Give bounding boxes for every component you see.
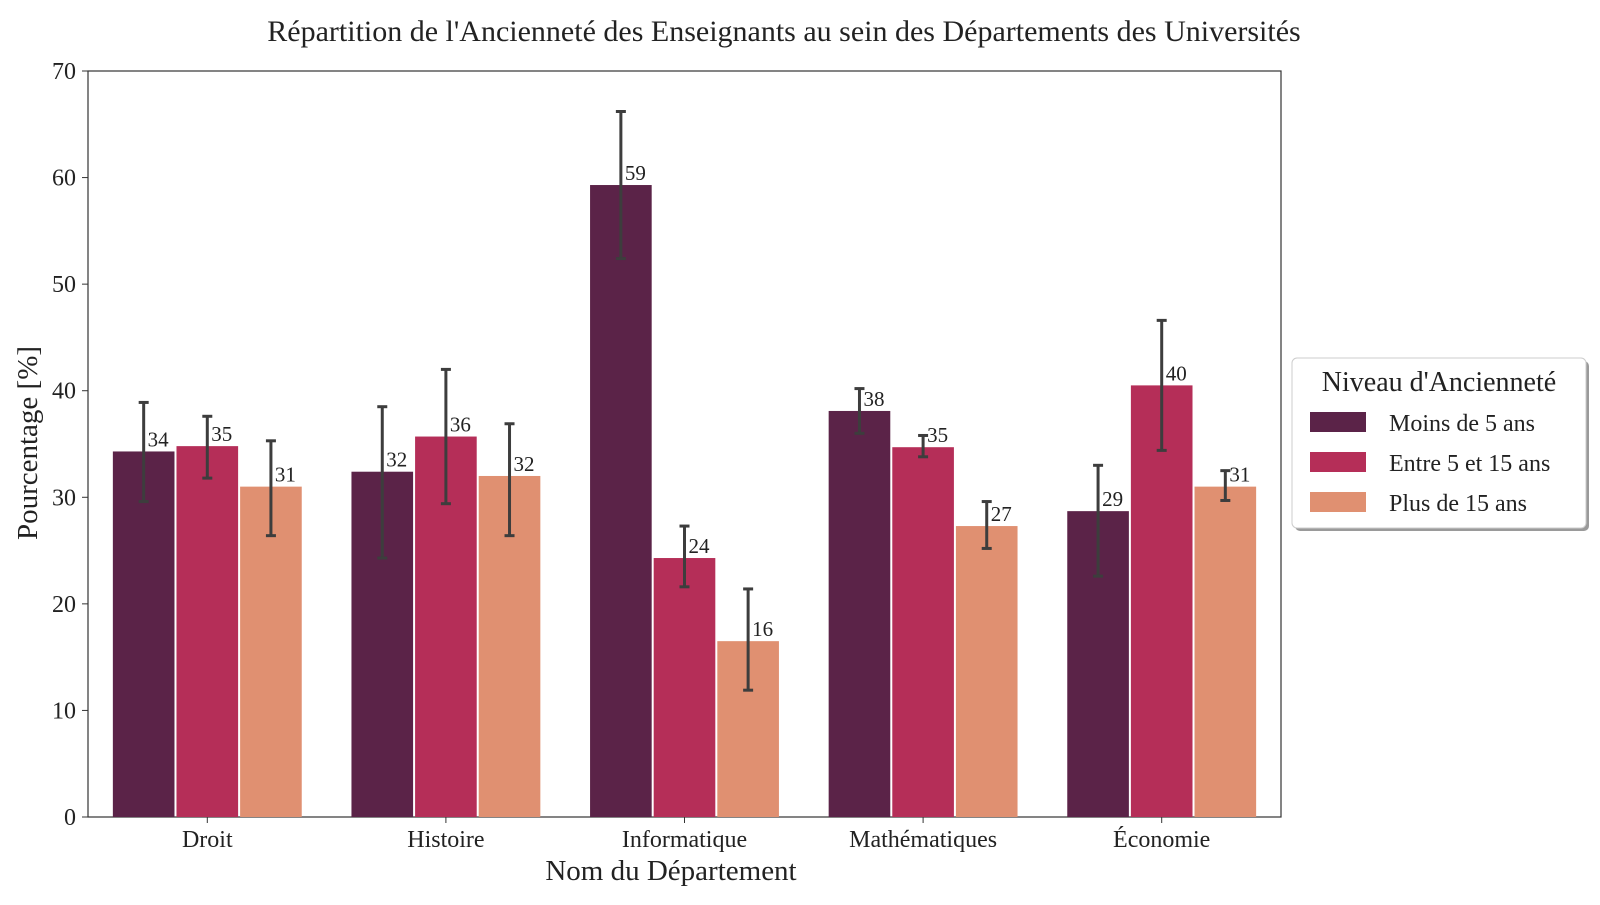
x-tick-label: Économie bbox=[1113, 827, 1210, 853]
x-tick-label: Droit bbox=[182, 827, 233, 853]
data-label: 32 bbox=[386, 448, 407, 472]
data-label: 32 bbox=[514, 452, 535, 476]
legend: Niveau d'Ancienneté Moins de 5 ans Entre … bbox=[1291, 357, 1589, 531]
data-label: 38 bbox=[863, 387, 884, 411]
plot-area: 0 10 20 30 40 50 60 70 34 35 31 Droit 32 36 32 Histoire… bbox=[52, 59, 1282, 853]
data-label: 31 bbox=[275, 463, 296, 487]
y-tick-label: 30 bbox=[52, 485, 76, 511]
bar bbox=[653, 558, 716, 817]
legend-frame bbox=[1291, 357, 1587, 529]
legend-label: Moins de 5 ans bbox=[1389, 411, 1535, 437]
data-label: 36 bbox=[450, 413, 471, 437]
x-tick-label: Mathématiques bbox=[849, 827, 997, 853]
data-label: 35 bbox=[927, 423, 948, 447]
legend-swatch bbox=[1310, 492, 1366, 512]
y-tick-label: 40 bbox=[52, 379, 76, 405]
y-tick-label: 60 bbox=[52, 166, 76, 192]
bar bbox=[112, 451, 175, 817]
bar bbox=[240, 486, 302, 817]
legend-title: Niveau d'Ancienneté bbox=[1322, 367, 1556, 398]
bar bbox=[1194, 486, 1257, 817]
data-label: 27 bbox=[991, 502, 1012, 526]
data-label: 40 bbox=[1166, 361, 1187, 385]
x-tick-label: Informatique bbox=[622, 827, 747, 853]
bar bbox=[1130, 385, 1193, 817]
bar bbox=[955, 526, 1018, 817]
data-label: 29 bbox=[1102, 487, 1123, 511]
bar bbox=[590, 185, 652, 817]
legend-swatch bbox=[1310, 452, 1366, 472]
data-label: 16 bbox=[752, 617, 773, 641]
x-axis-label: Nom du Département bbox=[545, 855, 796, 887]
y-tick-label: 10 bbox=[52, 698, 76, 724]
data-label: 24 bbox=[689, 534, 711, 558]
y-tick-label: 0 bbox=[64, 805, 76, 831]
y-tick-label: 20 bbox=[52, 592, 76, 618]
bar bbox=[828, 410, 891, 817]
y-tick-label: 50 bbox=[52, 272, 76, 298]
legend-label: Plus de 15 ans bbox=[1389, 491, 1527, 517]
y-axis-label: Pourcentage [%] bbox=[12, 346, 44, 540]
chart-title: Répartition de l'Ancienneté des Enseigna… bbox=[267, 15, 1300, 48]
y-tick-label: 70 bbox=[52, 59, 76, 85]
data-label: 34 bbox=[148, 427, 170, 451]
legend-items: Moins de 5 ans Entre 5 et 15 ans Plus de 1… bbox=[1310, 411, 1550, 517]
bar bbox=[892, 447, 954, 817]
data-label: 31 bbox=[1229, 463, 1250, 487]
legend-swatch bbox=[1310, 412, 1366, 432]
legend-label: Entre 5 et 15 ans bbox=[1389, 451, 1550, 477]
x-tick-label: Histoire bbox=[407, 827, 484, 853]
bar bbox=[176, 446, 239, 817]
data-label: 35 bbox=[211, 422, 232, 446]
data-label: 59 bbox=[625, 161, 646, 185]
